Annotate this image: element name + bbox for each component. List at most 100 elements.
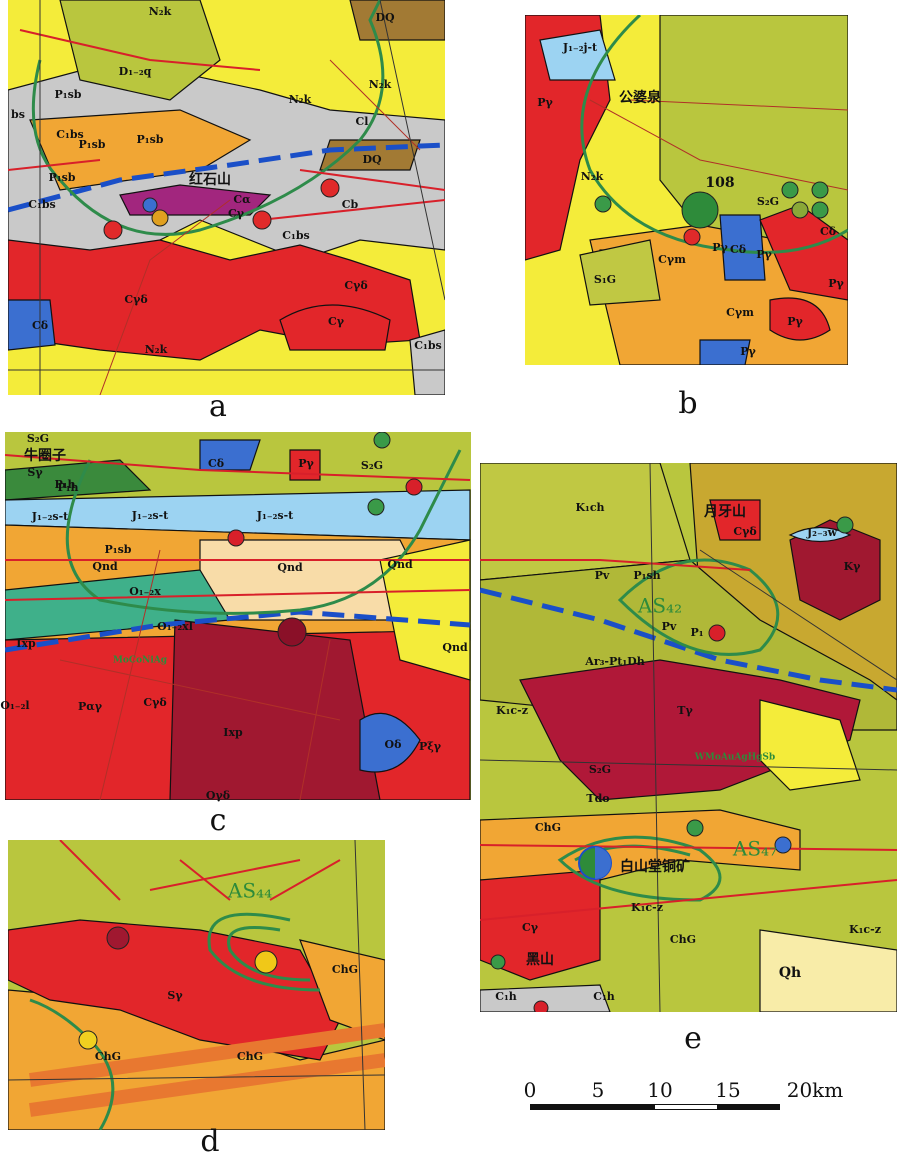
map-label: N₂k — [149, 5, 172, 18]
map-label: ChG — [535, 821, 561, 834]
map-label: P₁sb — [49, 171, 76, 184]
map-label: ChG — [332, 963, 358, 976]
map-label: Pv — [595, 569, 610, 582]
map-label: Kγ — [844, 560, 862, 573]
map-label: J₁₋₂s-t — [31, 510, 69, 523]
scale-label: 15 — [715, 1078, 740, 1102]
map-label: Pξγ — [419, 740, 442, 753]
map-label: P₁sb — [105, 543, 132, 556]
scale-label: 10 — [647, 1078, 672, 1102]
map-label: Qh — [779, 965, 801, 981]
map-label: Pγ — [828, 277, 844, 290]
map-label: bs — [11, 108, 25, 121]
map-label: K₁ch — [575, 501, 604, 514]
map-label: Qnd — [442, 641, 468, 654]
panel-label: d — [200, 1124, 219, 1159]
panel-label: a — [209, 389, 227, 424]
map-b — [525, 15, 848, 365]
map-label: O₁₋₂x — [129, 585, 161, 598]
map-label: Qnd — [387, 558, 413, 571]
map-label: Cγ — [328, 315, 345, 328]
map-label: Cδ — [208, 457, 224, 470]
map-label: Pγ — [712, 241, 728, 254]
map-label: Cδ — [730, 243, 746, 256]
map-label: J₁₋₂s-t — [131, 509, 169, 522]
map-label: P₁h — [57, 481, 78, 494]
map-label: Cl — [356, 115, 369, 128]
map-label: Oδ — [385, 738, 402, 751]
map-label: AS₄₂ — [637, 594, 682, 618]
map-label: 108 — [705, 175, 734, 191]
map-label: ChG — [670, 933, 696, 946]
panel-label: b — [678, 386, 697, 421]
map-label: C₁bs — [28, 198, 55, 211]
map-label: P₁sb — [55, 88, 82, 101]
map-label: Cγδ — [143, 696, 166, 709]
map-label: S₁G — [594, 273, 616, 286]
panel-label: c — [210, 803, 227, 838]
map-label: C₁bs — [282, 229, 309, 242]
map-label: Qnd — [277, 561, 303, 574]
map-label: Pv — [662, 620, 677, 633]
map-label: S₂G — [27, 432, 49, 445]
map-label: Tdo — [586, 792, 609, 805]
map-label: Cα — [233, 193, 251, 206]
map-d — [8, 840, 385, 1130]
scale-label: 20km — [787, 1078, 844, 1102]
map-label: 月牙山 — [703, 504, 746, 520]
map-label: J₁₋₂s-t — [256, 509, 294, 522]
map-label: P₁ — [690, 626, 703, 639]
map-label: ChG — [95, 1050, 121, 1063]
map-label: Oγδ — [206, 789, 230, 802]
map-label: S₂G — [757, 195, 779, 208]
panel-label: e — [684, 1021, 702, 1056]
map-label: P₁sb — [79, 138, 106, 151]
page: N₂kDQD₁₋₂qP₁sbN₂kClN₂kbsC₁bsP₁sbP₁sbDQP₁… — [0, 0, 904, 1161]
map-label: 牛圈子 — [24, 447, 66, 464]
map-label: Qnd — [92, 560, 118, 573]
map-label: Cγm — [658, 253, 686, 266]
map-label: Pγ — [787, 315, 803, 328]
map-label: Pγ — [740, 345, 756, 358]
map-label: ChG — [237, 1050, 263, 1063]
map-label: C₁bs — [414, 339, 441, 352]
map-label: C₁h — [495, 990, 517, 1003]
figure: N₂kDQD₁₋₂qP₁sbN₂kClN₂kbsC₁bsP₁sbP₁sbDQP₁… — [0, 0, 904, 1161]
map-label: Ixp — [223, 726, 243, 739]
map-label: WMoAuAgHgSb — [694, 753, 775, 763]
map-label: 黑山 — [526, 952, 554, 968]
scale-bar — [530, 1104, 780, 1110]
map-label: DQ — [375, 11, 395, 24]
map-label: O₁₋₂l — [0, 699, 29, 712]
map-label: Ar₃-Pt₁Dh — [584, 655, 644, 668]
map-label: Pαγ — [78, 700, 103, 713]
map-label: 红石山 — [189, 171, 231, 188]
map-label: MoCoNiAg — [113, 656, 168, 666]
map-label: Pγ — [298, 457, 314, 470]
map-label: S₂G — [589, 763, 611, 776]
map-label: 公婆泉 — [619, 89, 662, 106]
map-label: N₂k — [581, 170, 604, 183]
map-label: N₂k — [145, 343, 168, 356]
map-label: Tγ — [677, 704, 693, 717]
map-label: S₂G — [361, 459, 383, 472]
map-label: K₁c-z — [496, 704, 528, 717]
scale-label: 0 — [524, 1078, 537, 1102]
map-label: P₁sh — [633, 569, 660, 582]
map-label: Cγ — [522, 921, 539, 934]
map-label: Sγ — [27, 466, 43, 479]
map-label: D₁₋₂q — [119, 65, 152, 78]
map-label: C₁h — [593, 990, 615, 1003]
map-label: Cγδ — [733, 525, 756, 538]
map-label: Cγm — [726, 306, 754, 319]
map-label: Cγδ — [124, 293, 147, 306]
map-label: Cδ — [820, 225, 836, 238]
map-label: AS₄₇ — [732, 837, 777, 861]
map-label: K₁c-z — [631, 901, 663, 914]
map-label: Pγ — [537, 96, 553, 109]
map-label: J₂₋₃w — [806, 526, 838, 539]
map-label: AS₄₄ — [227, 879, 272, 903]
map-label: Ixp — [16, 637, 36, 650]
map-label: Sγ — [167, 989, 183, 1002]
map-label: Cγ — [228, 207, 245, 220]
